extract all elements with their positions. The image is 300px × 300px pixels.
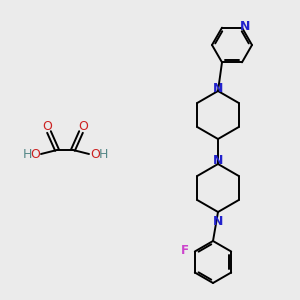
Text: O: O xyxy=(42,119,52,133)
Text: O: O xyxy=(90,148,100,161)
Text: N: N xyxy=(213,154,223,167)
Text: F: F xyxy=(181,244,189,257)
Text: H: H xyxy=(22,148,32,161)
Text: O: O xyxy=(78,119,88,133)
Text: N: N xyxy=(240,20,250,33)
Text: N: N xyxy=(213,215,223,228)
Text: N: N xyxy=(213,82,223,94)
Text: O: O xyxy=(30,148,40,161)
Text: H: H xyxy=(98,148,108,161)
